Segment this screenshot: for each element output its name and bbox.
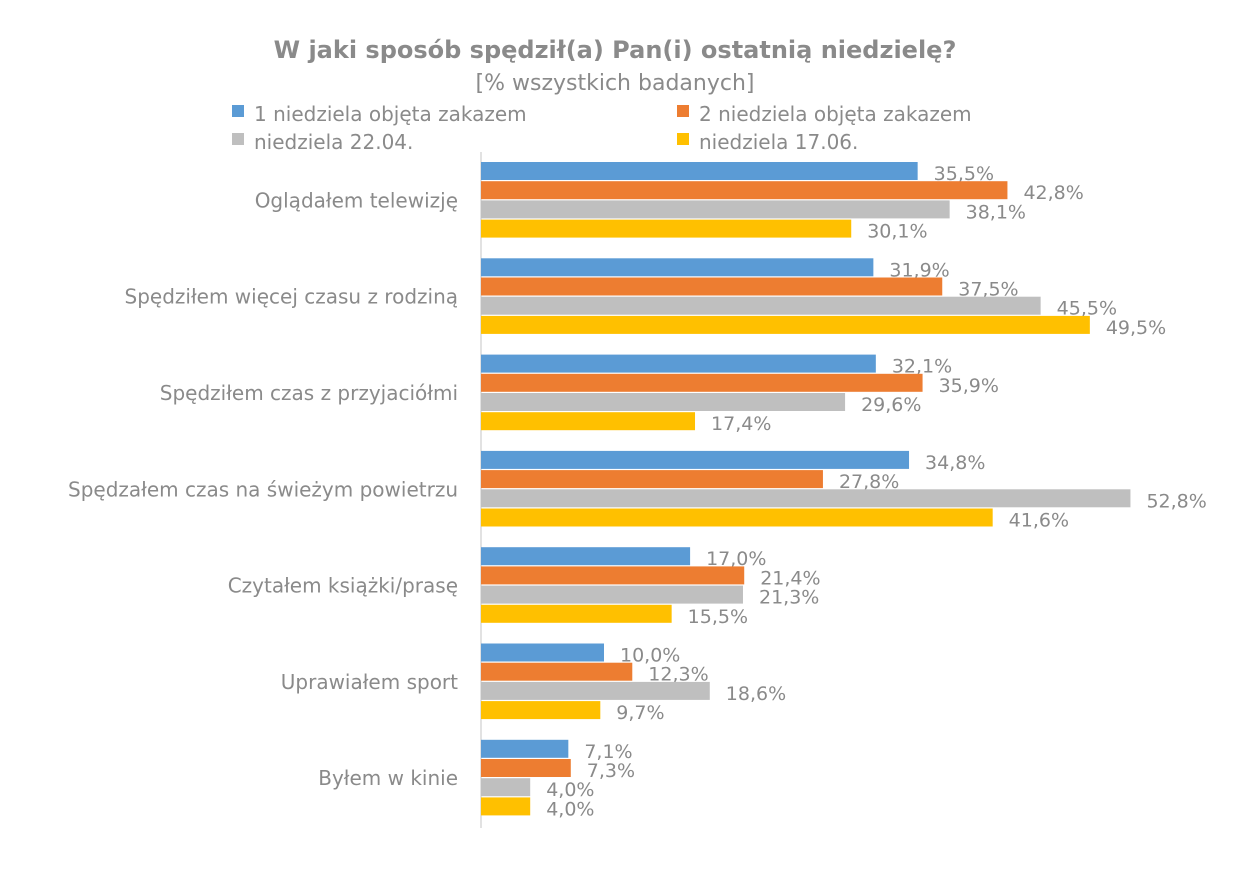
value-label: 17,4% bbox=[711, 413, 771, 435]
bar bbox=[481, 277, 943, 296]
value-label: 30,1% bbox=[867, 221, 927, 243]
bar bbox=[481, 315, 1090, 334]
bar bbox=[481, 393, 846, 411]
value-label: 38,1% bbox=[966, 201, 1026, 223]
bar bbox=[481, 797, 531, 816]
value-label: 37,5% bbox=[958, 279, 1018, 301]
chart-subtitle: [% wszystkich badanych] bbox=[476, 71, 755, 96]
legend-item: niedziela 22.04. bbox=[232, 130, 413, 154]
value-label: 7,1% bbox=[584, 741, 632, 763]
value-label: 15,5% bbox=[688, 606, 748, 628]
value-label: 12,3% bbox=[648, 664, 708, 686]
bar bbox=[481, 200, 950, 219]
bar bbox=[481, 681, 710, 700]
bar bbox=[481, 585, 743, 604]
legend-item: 2 niedziela objęta zakazem bbox=[677, 102, 972, 126]
value-label: 7,3% bbox=[587, 760, 635, 782]
chart-title: W jaki sposób spędził(a) Pan(i) ostatnią… bbox=[274, 36, 957, 64]
value-label: 27,8% bbox=[839, 471, 899, 493]
value-label: 45,5% bbox=[1057, 298, 1117, 320]
legend-label: 2 niedziela objęta zakazem bbox=[699, 102, 972, 126]
value-label: 9,7% bbox=[616, 702, 664, 724]
bar bbox=[481, 354, 876, 373]
bar bbox=[481, 778, 531, 797]
bar bbox=[481, 547, 691, 566]
legend-swatch bbox=[677, 105, 689, 117]
legend-label: niedziela 17.06. bbox=[699, 130, 858, 154]
value-label: 32,1% bbox=[892, 356, 952, 378]
value-label: 17,0% bbox=[706, 548, 766, 570]
bar bbox=[481, 489, 1131, 508]
value-label: 21,3% bbox=[759, 587, 819, 609]
value-label: 31,9% bbox=[889, 259, 949, 281]
bar bbox=[481, 219, 852, 238]
legend-item: niedziela 17.06. bbox=[677, 130, 858, 154]
bar bbox=[481, 470, 823, 489]
value-label: 35,5% bbox=[934, 163, 994, 185]
category-label: Czytałem książki/prasę bbox=[228, 574, 458, 598]
value-label: 34,8% bbox=[925, 452, 985, 474]
category-label: Oglądałem telewizję bbox=[255, 188, 458, 212]
bar bbox=[481, 759, 571, 777]
value-label: 4,0% bbox=[546, 798, 594, 820]
bar bbox=[481, 162, 918, 180]
value-label: 4,0% bbox=[546, 779, 594, 801]
bar bbox=[481, 701, 601, 720]
value-label: 21,4% bbox=[760, 567, 820, 589]
legend-swatch bbox=[677, 133, 689, 145]
legend-swatch bbox=[232, 105, 244, 117]
bar bbox=[481, 450, 910, 469]
bar bbox=[481, 181, 1008, 200]
value-label: 52,8% bbox=[1146, 490, 1206, 512]
bars-group: 35,5% 42,8%38,1% 30,1% 31,9% 37,5% 45,5%49,5%… bbox=[481, 162, 1207, 820]
bar bbox=[481, 604, 672, 623]
legend: 1 niedziela objęta zakazem 2 niedziela o… bbox=[232, 102, 972, 154]
category-label: Spędzałem czas na świeżym powietrzu bbox=[68, 477, 458, 501]
value-label: 49,5% bbox=[1106, 317, 1166, 339]
bar bbox=[481, 258, 874, 277]
legend-label: 1 niedziela objęta zakazem bbox=[254, 102, 527, 126]
bar bbox=[481, 296, 1041, 315]
bar bbox=[481, 662, 633, 681]
category-label: Spędziłem czas z przyjaciółmi bbox=[160, 381, 458, 405]
category-label: Byłem w kinie bbox=[318, 766, 458, 790]
value-label: 10,0% bbox=[620, 645, 680, 667]
bar bbox=[481, 643, 604, 662]
value-label: 18,6% bbox=[726, 683, 786, 705]
bar bbox=[481, 566, 745, 585]
bar bbox=[481, 373, 923, 392]
value-label: 29,6% bbox=[861, 394, 921, 416]
value-label: 42,8% bbox=[1023, 182, 1083, 204]
bar bbox=[481, 508, 993, 527]
value-label: 35,9% bbox=[939, 375, 999, 397]
category-label: Uprawiałem sport bbox=[281, 670, 458, 694]
legend-label: niedziela 22.04. bbox=[254, 130, 413, 154]
legend-swatch bbox=[232, 133, 244, 145]
legend-item: 1 niedziela objęta zakazem bbox=[232, 102, 527, 126]
bar bbox=[481, 412, 696, 431]
category-label: Spędziłem więcej czasu z rodziną bbox=[125, 285, 458, 309]
bar bbox=[481, 739, 569, 758]
value-label: 41,6% bbox=[1009, 510, 1069, 532]
